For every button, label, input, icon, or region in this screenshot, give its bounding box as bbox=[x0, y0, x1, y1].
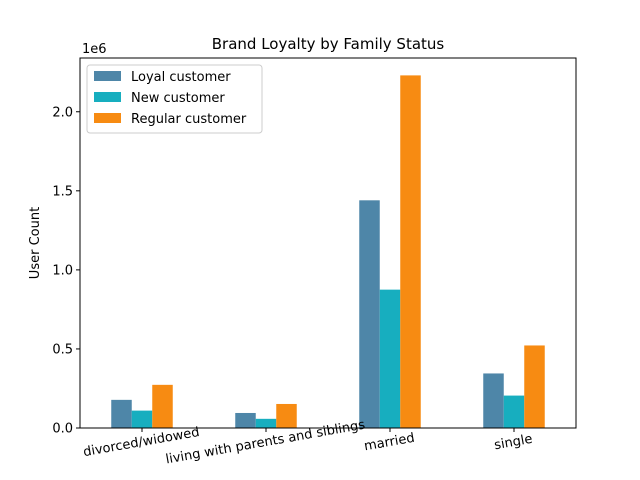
x-tick-label: single bbox=[493, 432, 534, 453]
legend-label: New customer bbox=[131, 91, 225, 106]
bars-group bbox=[111, 75, 545, 429]
y-axis-label: User Count bbox=[28, 207, 43, 279]
bar-regular-customer-0 bbox=[152, 384, 173, 428]
legend-box bbox=[86, 64, 263, 134]
bar-regular-customer-1 bbox=[276, 403, 297, 428]
y-tick-label: 1.0 bbox=[52, 263, 73, 278]
bar-new-customer-3 bbox=[503, 395, 525, 428]
x-tick-label: married bbox=[363, 431, 416, 455]
legend-label: Regular customer bbox=[131, 112, 247, 127]
legend-swatch bbox=[94, 71, 121, 81]
legend-swatch bbox=[94, 92, 121, 102]
bar-new-customer-2 bbox=[379, 289, 401, 428]
bar-regular-customer-3 bbox=[524, 345, 545, 428]
chart-title: Brand Loyalty by Family Status bbox=[212, 35, 445, 53]
y-tick-label: 1.5 bbox=[52, 184, 73, 199]
legend-label: Loyal customer bbox=[131, 70, 231, 85]
y-axis-offset-label: 1e6 bbox=[82, 42, 107, 57]
bar-loyal-customer-0 bbox=[111, 399, 132, 428]
bar-loyal-customer-2 bbox=[359, 200, 380, 428]
y-axis-ticks: 0.0 0.5 1.0 1.5 2.0 bbox=[52, 105, 80, 437]
y-tick-label: 0.0 bbox=[52, 422, 73, 437]
bar-regular-customer-2 bbox=[400, 75, 421, 429]
plot-area-frame bbox=[79, 57, 577, 429]
bar-loyal-customer-1 bbox=[235, 412, 256, 428]
y-tick-label: 2.0 bbox=[52, 105, 73, 120]
bar-new-customer-1 bbox=[255, 418, 277, 428]
y-tick-label: 0.5 bbox=[52, 342, 73, 357]
legend-swatch bbox=[94, 113, 121, 123]
legend: Loyal customer New customer Regular custom… bbox=[86, 64, 263, 134]
bar-loyal-customer-3 bbox=[483, 373, 504, 428]
bar-new-customer-0 bbox=[131, 410, 153, 428]
